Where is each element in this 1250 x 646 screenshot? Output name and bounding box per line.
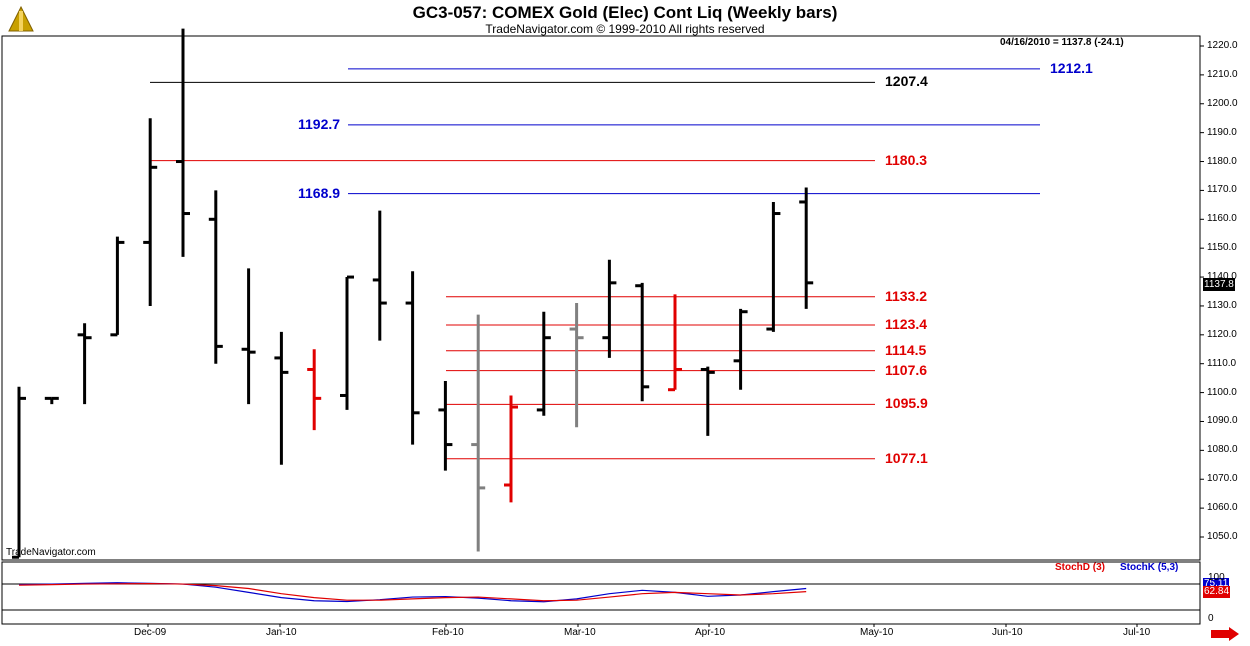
stochastic-panel <box>18 582 807 603</box>
stoch-d-line <box>18 582 807 602</box>
stoch-d-legend: StochD (3) <box>1055 562 1105 573</box>
chart-frame <box>1 35 1204 627</box>
y-tick-label: 1120.0 <box>1207 328 1237 340</box>
x-tick-label: Jul-10 <box>1123 627 1151 638</box>
level-label: 1114.5 <box>885 341 927 358</box>
stoch-tick-0: 0 <box>1208 613 1214 624</box>
y-tick-label: 1050.0 <box>1207 531 1238 542</box>
x-tick-label: Apr-10 <box>695 627 726 638</box>
level-label: 1212.1 <box>1050 59 1093 76</box>
level-label: 1095.9 <box>885 395 928 412</box>
y-tick-label: 1210.0 <box>1207 68 1238 80</box>
x-tick-label: Feb-10 <box>432 627 464 638</box>
level-label: 1077.1 <box>885 449 928 466</box>
price-plot-border <box>1 35 1201 561</box>
ohlc-bars <box>12 28 814 559</box>
level-label: 1123.4 <box>885 316 928 332</box>
level-lines <box>150 68 1040 460</box>
level-label: 1180.3 <box>885 151 928 168</box>
y-tick-label: 1160.0 <box>1207 213 1237 225</box>
x-tick-label: Jan-10 <box>266 627 297 638</box>
x-tick-label: Mar-10 <box>564 627 596 638</box>
y-tick-label: 1180.0 <box>1207 155 1237 167</box>
y-tick-label: 1090.0 <box>1207 415 1238 427</box>
y-tick-label: 1220.0 <box>1207 40 1238 51</box>
y-tick-label: 1070.0 <box>1207 473 1238 485</box>
x-tick-label: Jun-10 <box>992 627 1023 638</box>
level-label: 1168.9 <box>298 184 341 201</box>
level-label: 1192.7 <box>298 115 341 132</box>
y-tick-label: 1080.0 <box>1207 444 1238 456</box>
stoch-tick-100: 100 <box>1208 572 1225 583</box>
stoch-d-tag: 62.84 <box>1203 586 1231 598</box>
watermark: TradeNavigator.com <box>6 547 96 558</box>
y-tick-label: 1170.0 <box>1207 184 1237 196</box>
level-label: 1133.2 <box>885 287 928 304</box>
level-label: 1207.4 <box>885 73 928 90</box>
y-tick-label: 1060.0 <box>1207 502 1238 514</box>
y-tick-label: 1130.0 <box>1207 299 1237 311</box>
logo-icon <box>6 5 36 35</box>
x-tick-label: May-10 <box>860 627 894 638</box>
y-tick-label: 1190.0 <box>1207 126 1237 138</box>
level-label: 1107.6 <box>885 361 928 378</box>
stoch-plot-border <box>1 561 1201 625</box>
y-tick-label: 1140.0 <box>1207 271 1237 283</box>
y-tick-label: 1150.0 <box>1207 242 1237 254</box>
last-quote: 04/16/2010 = 1137.8 (-24.1) <box>1000 37 1124 48</box>
last-price-tag: 1137.8 <box>1203 278 1235 291</box>
y-tick-label: 1110.0 <box>1207 357 1237 369</box>
chart-title: GC3-057: COMEX Gold (Elec) Cont Liq (Wee… <box>412 3 838 22</box>
y-tick-label: 1100.0 <box>1207 386 1237 398</box>
y-tick-label: 1200.0 <box>1207 97 1238 109</box>
x-tick-label: Dec-09 <box>134 627 167 638</box>
scroll-right-arrow-icon[interactable] <box>1211 627 1239 641</box>
stoch-k-legend: StochK (5,3) <box>1120 562 1179 573</box>
chart-subtitle: TradeNavigator.com © 1999-2010 All right… <box>485 22 765 36</box>
